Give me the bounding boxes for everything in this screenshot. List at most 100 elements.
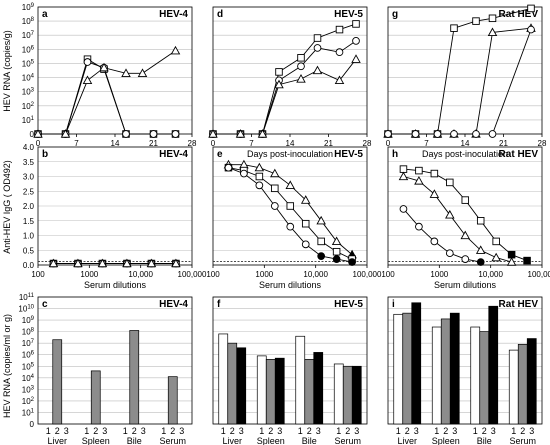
data-point-circle	[83, 58, 92, 66]
panel-c: 0 101 102 103 104 105 106 107 108 109 1010 1011 c HEV…	[18, 293, 193, 445]
data-point-triangle	[285, 180, 296, 190]
x-axis-label: Serum dilutions	[259, 280, 322, 290]
rat-number-label: 1	[123, 426, 128, 436]
data-point-circle	[171, 130, 180, 138]
rat-number-label: 3	[414, 426, 419, 436]
y-tick-label: 0.5	[23, 246, 35, 255]
data-point-circle	[270, 202, 279, 210]
data-point-square	[317, 237, 325, 246]
panel-letter: i	[392, 299, 395, 310]
data-point-circle	[415, 222, 423, 231]
tissue-label-serum: Serum	[509, 436, 536, 445]
y-tick-label: 1011	[19, 293, 35, 302]
y-tick-label: 0	[30, 130, 35, 139]
rat-number-label: 2	[405, 426, 410, 436]
bar-liver-rat3	[411, 302, 422, 425]
tissue-label-liver: Liver	[47, 436, 67, 445]
rat-number-label: 1	[46, 426, 51, 436]
y-tick-label: 108	[22, 328, 35, 337]
ylabel-rna-time: HEV RNA (copies/g)	[2, 30, 12, 112]
series-line-square	[388, 7, 532, 135]
bar-bile-rat1	[470, 326, 481, 425]
data-point-circle	[384, 130, 392, 138]
data-point-triangle	[208, 129, 218, 138]
data-point-square	[476, 216, 485, 225]
series-line-square	[213, 23, 357, 135]
x-tick-label: 7	[424, 139, 429, 148]
y-tick-label: 101	[22, 408, 35, 417]
data-point-circle	[352, 37, 360, 45]
rat-number-label: 2	[132, 426, 137, 436]
rat-number-label: 2	[268, 426, 273, 436]
x-tick-label: 10,000	[303, 270, 328, 279]
data-point-triangle	[146, 258, 157, 268]
panel-d: d HEV-5 0 7 14 21 28 Days post-inoculation	[208, 6, 372, 159]
data-point-triangle	[487, 27, 498, 37]
y-tick-label: 101	[22, 116, 35, 125]
panel-h: h Rat HEV 100 1000 10,000 100,000	[381, 146, 550, 279]
panel-letter: b	[42, 149, 48, 160]
rat-number-label: 2	[230, 426, 235, 436]
x-tick-label: 21	[149, 139, 158, 148]
x-tick-label: 14	[286, 139, 295, 148]
data-point-square	[450, 24, 458, 32]
rat-number-label: 3	[179, 426, 184, 436]
data-point-circle	[433, 130, 442, 138]
data-point-circle	[527, 25, 535, 34]
x-tick-label: 7	[249, 139, 254, 148]
data-point-square	[352, 20, 360, 28]
rat-number-label: 1	[336, 426, 341, 436]
data-point-square	[430, 169, 439, 178]
data-point-square	[275, 68, 283, 76]
y-tick-label: 109	[22, 3, 35, 12]
x-tick-label: 1000	[255, 270, 273, 279]
data-point-triangle	[97, 258, 108, 268]
tissue-label-liver: Liver	[397, 436, 417, 445]
data-point-triangle	[122, 258, 132, 268]
panel-title: HEV-4	[159, 299, 188, 310]
bar-serum-rat3	[526, 338, 537, 425]
tissue-label-spleen: Spleen	[257, 436, 285, 445]
data-point-triangle	[274, 79, 284, 89]
x-tick-label: 100	[206, 270, 220, 279]
x-tick-label: 100,000	[528, 270, 550, 279]
data-point-square	[446, 178, 454, 187]
bar-spleen-rat1	[431, 326, 442, 425]
y-tick-label: 103	[22, 385, 35, 394]
panel-letter: g	[392, 9, 398, 20]
data-point-triangle	[429, 189, 440, 198]
plot-frame	[387, 146, 543, 266]
rat-number-label: 1	[259, 426, 264, 436]
data-point-square	[523, 256, 531, 265]
panel-title: Rat HEV	[499, 299, 539, 310]
panel-letter: d	[217, 9, 223, 20]
x-tick-label: 100,000	[353, 270, 382, 279]
bar-liver-rat1	[218, 333, 229, 425]
y-tick-label: 2.5	[23, 187, 35, 196]
x-axis-label: Days post-inoculation	[247, 149, 333, 159]
panel-title: HEV-5	[334, 9, 363, 20]
rat-number-label: 2	[482, 426, 487, 436]
data-point-circle	[317, 252, 326, 261]
x-tick-label: 100,000	[178, 270, 207, 279]
panel-letter: e	[217, 149, 223, 160]
tissue-label-spleen: Spleen	[432, 436, 460, 445]
panel-letter: f	[217, 299, 221, 310]
rat-number-label: 3	[102, 426, 107, 436]
y-tick-label: 106	[22, 351, 35, 360]
data-point-square	[415, 166, 423, 175]
rat-number-label: 3	[529, 426, 534, 436]
data-point-triangle	[414, 175, 424, 185]
panel-a: 0 101 102 103 104 105 106 107 108 109 a HEV-4 0 7 14 21…	[22, 3, 197, 148]
panel-title: HEV-5	[334, 149, 363, 160]
bar-bile-rat3	[313, 352, 324, 425]
tissue-label-serum: Serum	[159, 436, 186, 445]
rat-number-label: 1	[396, 426, 401, 436]
y-tick-label: 3.5	[23, 158, 35, 167]
data-point-triangle	[460, 230, 471, 240]
data-point-circle	[224, 163, 233, 172]
data-point-triangle	[300, 195, 311, 204]
y-tick-label: 106	[22, 45, 35, 54]
bar-spleen-rat1	[256, 355, 267, 425]
